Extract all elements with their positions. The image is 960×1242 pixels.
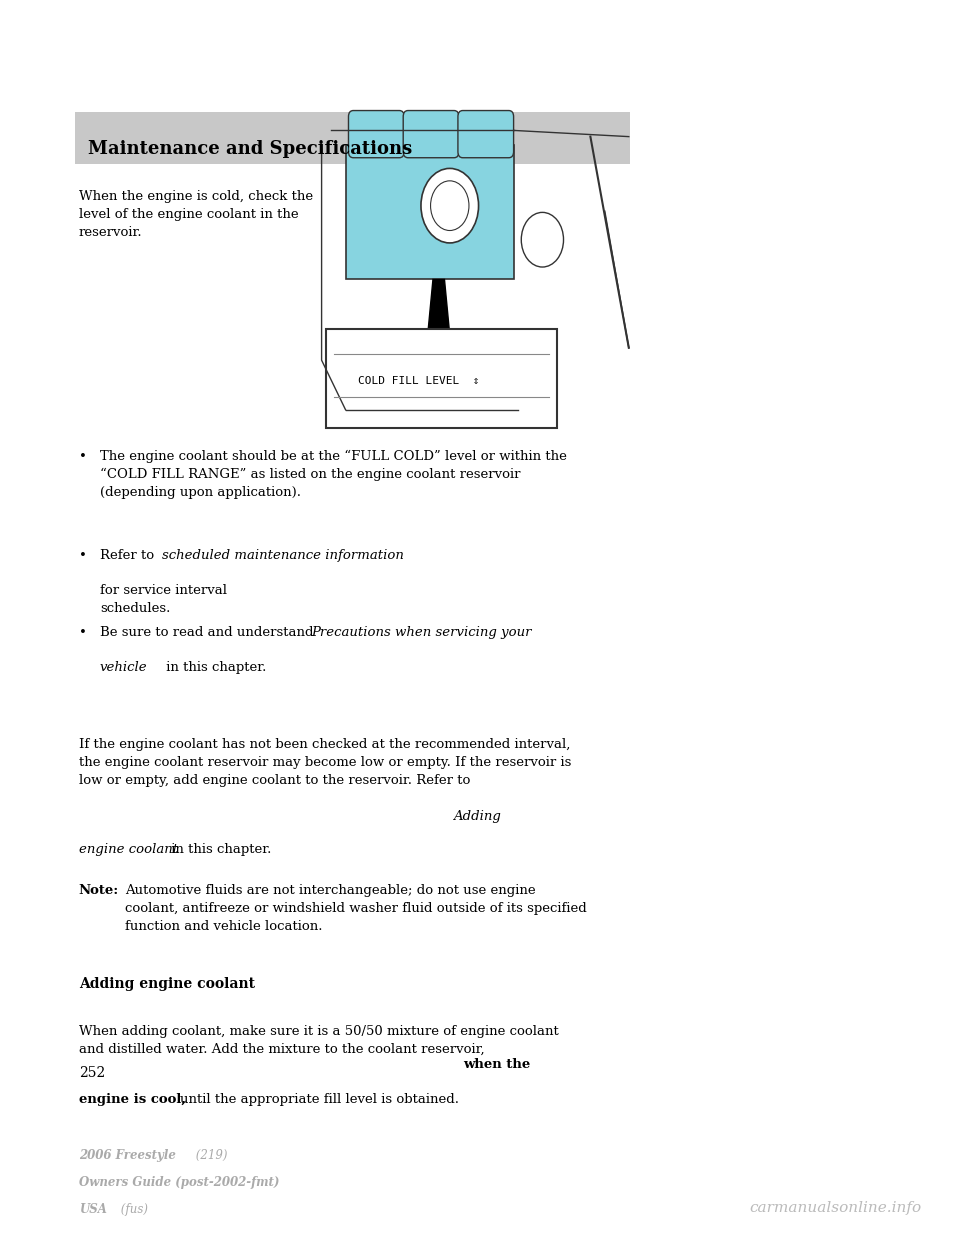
Text: Owners Guide (post-2002-fmt): Owners Guide (post-2002-fmt) xyxy=(79,1176,279,1189)
Text: engine is cool,: engine is cool, xyxy=(79,1093,185,1105)
Text: in this chapter.: in this chapter. xyxy=(167,843,272,856)
Text: vehicle: vehicle xyxy=(100,661,148,673)
FancyBboxPatch shape xyxy=(348,111,404,158)
Text: COLD FILL LEVEL  ⇕: COLD FILL LEVEL ⇕ xyxy=(358,376,479,386)
Text: (fus): (fus) xyxy=(117,1203,148,1216)
Text: Adding engine coolant: Adding engine coolant xyxy=(79,977,254,991)
FancyBboxPatch shape xyxy=(458,111,514,158)
Text: Be sure to read and understand: Be sure to read and understand xyxy=(100,626,318,638)
Text: Precautions when servicing your: Precautions when servicing your xyxy=(311,626,532,638)
Circle shape xyxy=(431,181,469,231)
Bar xyxy=(75,112,630,164)
FancyBboxPatch shape xyxy=(403,111,459,158)
Text: until the appropriate fill level is obtained.: until the appropriate fill level is obta… xyxy=(180,1093,460,1105)
Text: (219): (219) xyxy=(192,1149,228,1161)
Text: •: • xyxy=(79,549,86,561)
Text: •: • xyxy=(79,450,86,462)
Circle shape xyxy=(421,169,479,243)
Text: •: • xyxy=(79,626,86,638)
Text: 2006 Freestyle: 2006 Freestyle xyxy=(79,1149,176,1161)
Text: engine coolant: engine coolant xyxy=(79,843,178,856)
Text: Refer to: Refer to xyxy=(100,549,158,561)
Bar xyxy=(326,329,557,428)
Text: Maintenance and Specifications: Maintenance and Specifications xyxy=(88,140,413,158)
Text: When adding coolant, make sure it is a 50/50 mixture of engine coolant
and disti: When adding coolant, make sure it is a 5… xyxy=(79,1025,559,1056)
Text: carmanualsonline.info: carmanualsonline.info xyxy=(750,1201,922,1215)
Text: in this chapter.: in this chapter. xyxy=(162,661,267,673)
Text: for service interval
schedules.: for service interval schedules. xyxy=(100,584,227,615)
Polygon shape xyxy=(425,279,452,360)
Text: when the: when the xyxy=(463,1058,530,1071)
Text: When the engine is cold, check the
level of the engine coolant in the
reservoir.: When the engine is cold, check the level… xyxy=(79,190,313,238)
Text: The engine coolant should be at the “FULL COLD” level or within the
“COLD FILL R: The engine coolant should be at the “FUL… xyxy=(100,450,566,499)
Text: Note:: Note: xyxy=(79,884,119,897)
Text: 252: 252 xyxy=(79,1066,105,1079)
Text: If the engine coolant has not been checked at the recommended interval,
the engi: If the engine coolant has not been check… xyxy=(79,738,571,786)
Circle shape xyxy=(521,212,564,267)
Text: Automotive fluids are not interchangeable; do not use engine
coolant, antifreeze: Automotive fluids are not interchangeabl… xyxy=(125,884,587,933)
Text: Adding: Adding xyxy=(453,810,501,822)
Bar xyxy=(346,145,514,279)
Text: USA: USA xyxy=(79,1203,107,1216)
Text: scheduled maintenance information: scheduled maintenance information xyxy=(162,549,404,561)
